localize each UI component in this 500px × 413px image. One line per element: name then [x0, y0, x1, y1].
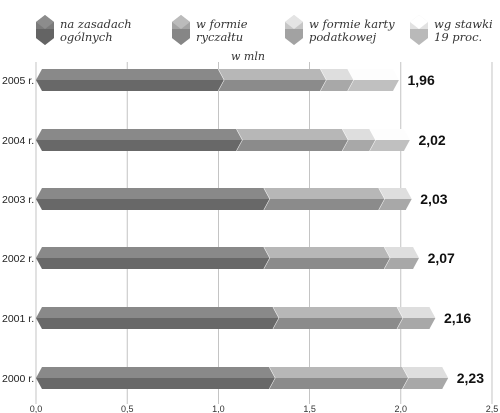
- bar-segment-bottom: [402, 378, 449, 389]
- year-label: 2000 r.: [2, 373, 34, 385]
- bar-segment: [36, 307, 280, 318]
- legend-label: na zasadach ogólnych: [60, 17, 132, 44]
- legend-swatch-bottom: [172, 29, 190, 45]
- bar-segment-bottom: [36, 258, 270, 269]
- bar-segment: [236, 129, 349, 140]
- bar-segment: [320, 69, 354, 80]
- segment-divider: [393, 68, 400, 81]
- segment-divider: [404, 139, 411, 152]
- bar-row: 2002 r. 2,07: [2, 246, 455, 270]
- bar-segment-bottom: [36, 378, 276, 389]
- bar-segment: [384, 247, 420, 258]
- bar-segment: [402, 367, 449, 378]
- segment-divider: [405, 198, 413, 211]
- legend-item: wg stawki 19 proc.: [410, 15, 493, 45]
- legend-swatch-bottom: [410, 29, 428, 45]
- x-tick-label: 0,5: [121, 404, 134, 413]
- legend-swatch-top: [172, 15, 190, 29]
- unit-label: w mln: [231, 50, 265, 63]
- legend-swatch-bottom: [36, 29, 54, 45]
- bar-segment-bottom: [218, 80, 327, 91]
- segment-divider: [393, 79, 400, 92]
- total-label: 1,96: [408, 72, 435, 88]
- bar-segment-bottom: [269, 378, 409, 389]
- total-label: 2,03: [420, 191, 447, 207]
- legend-item: w formie ryczałtu: [172, 15, 248, 45]
- x-tick-label: 2,0: [395, 404, 408, 413]
- legend-label: wg stawki 19 proc.: [434, 17, 493, 44]
- bars: 2005 r. 1,96 2004 r. 2,02 2003 r. 2,03 2002 r.…: [2, 68, 484, 390]
- legend-item: na zasadach ogólnych: [36, 15, 132, 45]
- bar-segment: [378, 188, 413, 199]
- bar-row: 2004 r. 2,02: [2, 128, 446, 152]
- bar-segment-bottom: [236, 140, 349, 151]
- bar-segment: [36, 129, 243, 140]
- bar-segment-bottom: [369, 140, 411, 151]
- bar-segment: [269, 367, 409, 378]
- legend-swatch-bottom: [285, 29, 303, 45]
- legend-swatch-top: [285, 15, 303, 29]
- legend-label: w formie ryczałtu: [196, 17, 248, 44]
- x-tick-label: 1,5: [303, 404, 316, 413]
- x-tick-label: 0,0: [30, 404, 43, 413]
- bar-segment-bottom: [36, 199, 270, 210]
- bar-segment: [218, 69, 327, 80]
- total-label: 2,23: [457, 370, 484, 386]
- x-tick-label: 2,5: [486, 404, 499, 413]
- bar-segment: [36, 367, 276, 378]
- segment-divider: [413, 246, 421, 259]
- legend-swatch-top: [36, 15, 54, 29]
- bar-row: 2003 r. 2,03: [2, 187, 448, 211]
- segment-divider: [442, 377, 450, 390]
- total-label: 2,02: [418, 132, 445, 148]
- bar-segment: [397, 307, 436, 318]
- bar-segment-bottom: [384, 258, 420, 269]
- bar-segment: [342, 129, 376, 140]
- bar-segment-bottom: [347, 80, 400, 91]
- total-label: 2,16: [444, 310, 471, 326]
- bar-segment: [347, 69, 400, 80]
- bar-segment: [36, 69, 225, 80]
- segment-divider: [413, 257, 421, 270]
- bar-segment-bottom: [36, 80, 225, 91]
- legend: na zasadach ogólnych w formie ryczałtu w for…: [36, 15, 493, 45]
- bar-segment: [264, 247, 391, 258]
- bar-segment: [369, 129, 411, 140]
- bar-segment-bottom: [320, 80, 354, 91]
- bar-segment-bottom: [378, 199, 413, 210]
- legend-item: w formie karty podatkowej: [285, 15, 395, 45]
- year-label: 2004 r.: [2, 135, 34, 147]
- legend-label: w formie karty podatkowej: [309, 17, 395, 44]
- x-axis-ticks: 0,0 0,5 1,0 1,5 2,0 2,5: [30, 404, 499, 413]
- bar-segment-bottom: [273, 318, 404, 329]
- segment-divider: [429, 317, 437, 330]
- year-label: 2001 r.: [2, 313, 34, 325]
- segment-divider: [405, 187, 413, 200]
- grid-lines: [35, 62, 493, 404]
- legend-swatch-top: [410, 15, 428, 29]
- bar-segment-bottom: [397, 318, 436, 329]
- bar-segment-bottom: [342, 140, 376, 151]
- bar-segment: [36, 247, 270, 258]
- year-label: 2003 r.: [2, 194, 34, 206]
- bar-segment-bottom: [264, 199, 385, 210]
- bar-row: 2005 r. 1,96: [2, 68, 435, 92]
- bar-row: 2000 r. 2,23: [2, 366, 484, 390]
- segment-divider: [429, 306, 437, 319]
- bar-segment: [264, 188, 385, 199]
- x-tick-label: 1,0: [212, 404, 225, 413]
- bar-segment: [36, 188, 270, 199]
- year-label: 2002 r.: [2, 253, 34, 265]
- segment-divider: [442, 366, 450, 379]
- bar-segment-bottom: [36, 140, 243, 151]
- bar-segment: [273, 307, 404, 318]
- segment-divider: [404, 128, 411, 141]
- total-label: 2,07: [428, 250, 455, 266]
- bar-segment-bottom: [264, 258, 391, 269]
- bar-segment-bottom: [36, 318, 280, 329]
- year-label: 2005 r.: [2, 75, 34, 87]
- bar-row: 2001 r. 2,16: [2, 306, 471, 330]
